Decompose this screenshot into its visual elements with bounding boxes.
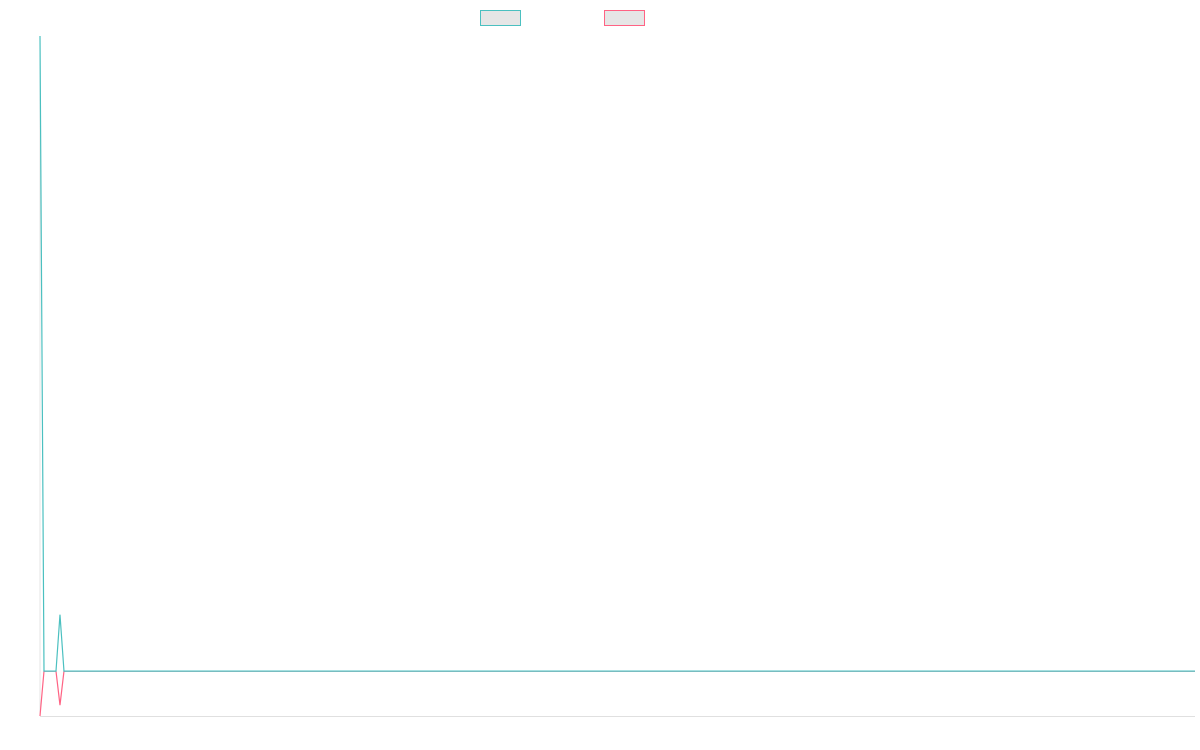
legend-swatch <box>480 10 521 26</box>
series-line <box>39 35 1195 672</box>
series-line <box>39 670 1195 717</box>
legend-swatch <box>604 10 645 26</box>
